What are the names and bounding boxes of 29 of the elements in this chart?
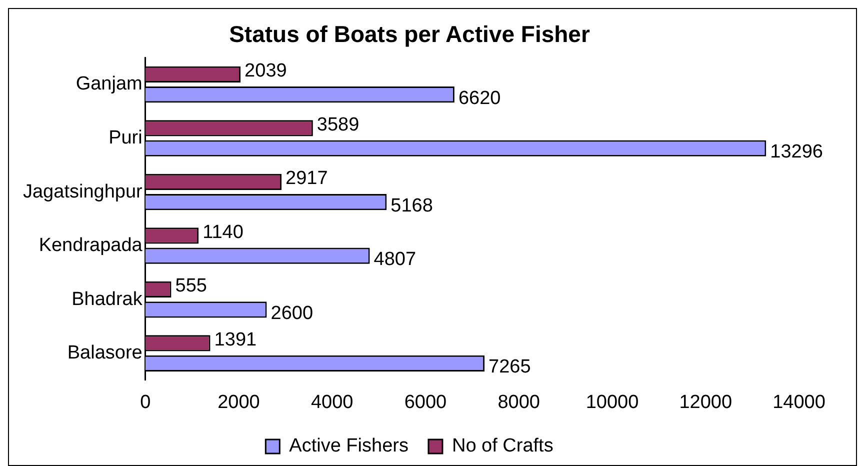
data-label: 2600: [270, 302, 314, 324]
y-tick-label: Kendrapada: [38, 235, 143, 256]
y-tick-label: Ganjam: [76, 74, 142, 95]
data-label: 6620: [458, 88, 501, 109]
data-label: 1391: [214, 329, 257, 350]
y-tick-label: Jagatsinghpur: [22, 181, 144, 202]
legend-label: Active Fishers: [289, 436, 408, 457]
data-label: 2917: [286, 168, 328, 190]
x-tick-label: 6000: [404, 392, 447, 413]
x-tick-label: 2000: [218, 392, 260, 413]
data-label: 2039: [244, 60, 287, 82]
x-tick-label: 14000: [772, 392, 826, 413]
data-label: 1140: [202, 222, 244, 243]
y-tick-label: Balasore: [67, 342, 142, 364]
legend-label: No of Crafts: [452, 436, 554, 457]
x-tick-label: 8000: [498, 392, 540, 413]
chart-title: Status of Boats per Active Fisher: [229, 21, 590, 48]
data-label: 5168: [390, 195, 433, 216]
data-label: 13296: [770, 142, 823, 163]
data-label: 3589: [316, 114, 360, 136]
x-tick-label: 10000: [586, 392, 639, 413]
x-tick-label: 12000: [679, 392, 732, 413]
x-tick-label: 0: [140, 392, 151, 413]
x-tick-label: 4000: [310, 392, 354, 413]
data-label: 555: [175, 276, 207, 297]
data-label: 4807: [374, 249, 416, 270]
y-tick-label: Puri: [108, 127, 142, 148]
y-tick-label: Bhadrak: [72, 288, 143, 310]
data-label: 7265: [488, 356, 531, 378]
